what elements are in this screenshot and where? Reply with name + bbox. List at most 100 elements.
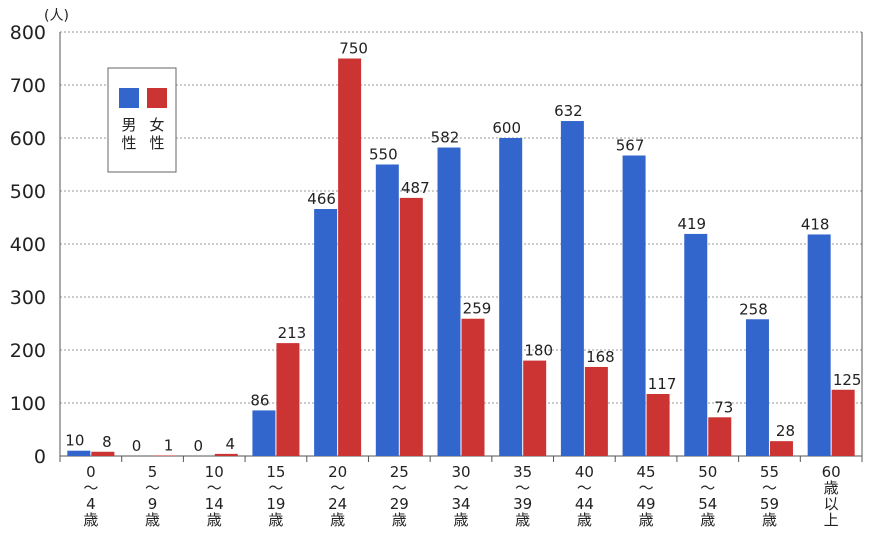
data-label: 419 xyxy=(677,215,706,233)
bar-female xyxy=(276,343,300,456)
x-tick-label: 24 xyxy=(328,495,347,513)
x-tick-label: 25 xyxy=(390,463,409,481)
legend-swatch xyxy=(119,88,139,108)
x-tick-label: 歳 xyxy=(515,511,530,529)
x-tick-label: 44 xyxy=(575,495,594,513)
data-label: 0 xyxy=(132,437,142,455)
x-tick-label: 30 xyxy=(451,463,470,481)
bar-female xyxy=(214,453,238,456)
bar-male xyxy=(560,121,584,456)
y-tick-label: 200 xyxy=(10,340,46,362)
bar-male xyxy=(684,233,708,456)
x-tick-label: 歳 xyxy=(83,511,98,529)
data-label: 418 xyxy=(801,215,830,233)
data-label: 582 xyxy=(431,129,460,147)
x-tick-label: 歳 xyxy=(639,511,654,529)
bar-male xyxy=(745,319,769,456)
y-tick-labels: 0 100 200 300 400 500 600 700 800 xyxy=(10,22,46,468)
x-tick-label: ～ xyxy=(268,479,283,497)
y-tick-label: 300 xyxy=(10,287,46,309)
x-tick-label: ～ xyxy=(639,479,654,497)
x-tick-label: ～ xyxy=(392,479,407,497)
x-tick-label: ～ xyxy=(83,479,98,497)
y-unit-label: (人) xyxy=(44,8,69,24)
bar-female xyxy=(584,366,608,456)
legend-label: 女 xyxy=(149,116,164,134)
x-tick-label: 上 xyxy=(824,511,839,529)
x-tick-label: ～ xyxy=(515,479,530,497)
legend-box xyxy=(107,67,177,173)
x-tick-label: 40 xyxy=(575,463,594,481)
bar-female xyxy=(338,58,362,456)
y-tick-label: 100 xyxy=(10,393,46,415)
x-tick-label: ～ xyxy=(577,479,592,497)
y-tick-label: 600 xyxy=(10,128,46,150)
data-label: 213 xyxy=(278,324,307,342)
bar-female xyxy=(399,197,423,456)
x-tick-label: ～ xyxy=(453,479,468,497)
bar-female xyxy=(153,455,177,456)
bar-male xyxy=(622,155,646,457)
bar-male xyxy=(314,209,338,456)
x-tick-label: 0 xyxy=(86,463,96,481)
x-tick-label: 歳 xyxy=(268,511,283,529)
x-tick-label: 50 xyxy=(698,463,717,481)
x-tick-label: ～ xyxy=(330,479,345,497)
bar-female xyxy=(708,417,732,456)
y-tick-label: 700 xyxy=(10,75,46,97)
grid-lines xyxy=(60,31,862,404)
x-tick-label: 歳 xyxy=(577,511,592,529)
y-tick-label: 0 xyxy=(34,446,46,468)
data-label: 258 xyxy=(739,300,768,318)
data-label: 487 xyxy=(401,179,430,197)
x-tick-label: 歳 xyxy=(700,511,715,529)
y-tick-label: 800 xyxy=(10,22,46,44)
x-tick-label: 35 xyxy=(513,463,532,481)
x-tick-label: 59 xyxy=(760,495,779,513)
data-label: 73 xyxy=(714,398,733,416)
bar-female xyxy=(646,393,670,456)
x-tick-labels: 0～4歳5～9歳10～14歳15～19歳20～24歳25～29歳30～34歳35… xyxy=(83,463,840,529)
x-tick-label: 歳 xyxy=(762,511,777,529)
data-label: 10 xyxy=(65,432,84,450)
x-tick-label: ～ xyxy=(700,479,715,497)
data-label: 4 xyxy=(225,435,235,453)
data-label: 86 xyxy=(250,391,269,409)
legend-swatch xyxy=(147,88,167,108)
bar-female xyxy=(769,441,793,456)
x-tick-label: 5 xyxy=(148,463,158,481)
x-tick-label: 20 xyxy=(328,463,347,481)
bar-female xyxy=(461,318,485,456)
data-label: 28 xyxy=(776,422,795,440)
data-label: 600 xyxy=(492,119,521,137)
x-tick-label: 19 xyxy=(266,495,285,513)
x-tick-label: 55 xyxy=(760,463,779,481)
x-tick-label: 49 xyxy=(637,495,656,513)
bars xyxy=(67,58,855,457)
bar-female xyxy=(523,360,547,456)
legend-label: 男 xyxy=(121,116,136,134)
bar-male xyxy=(437,147,461,457)
data-label: 567 xyxy=(616,136,645,154)
data-label: 550 xyxy=(369,146,398,164)
x-tick-label: 15 xyxy=(266,463,285,481)
bar-male xyxy=(67,450,91,456)
data-label: 259 xyxy=(463,300,492,318)
data-labels: 10 8 0 1 0 4862134667505504875822596001806321… xyxy=(65,40,861,456)
x-tick-label: 以 xyxy=(824,495,839,513)
bar-male xyxy=(252,410,276,456)
x-tick-label: 39 xyxy=(513,495,532,513)
x-tick-label: 歳 xyxy=(453,511,468,529)
x-tick-label: 34 xyxy=(451,495,470,513)
data-label: 466 xyxy=(307,190,336,208)
x-tick-label: 9 xyxy=(148,495,158,513)
x-tick-label: 歳 xyxy=(207,511,222,529)
bar-male xyxy=(375,164,399,456)
x-tick-label: 29 xyxy=(390,495,409,513)
x-tick-label: 54 xyxy=(698,495,717,513)
x-tick-label: 歳 xyxy=(330,511,345,529)
x-tick-label: 10 xyxy=(205,463,224,481)
